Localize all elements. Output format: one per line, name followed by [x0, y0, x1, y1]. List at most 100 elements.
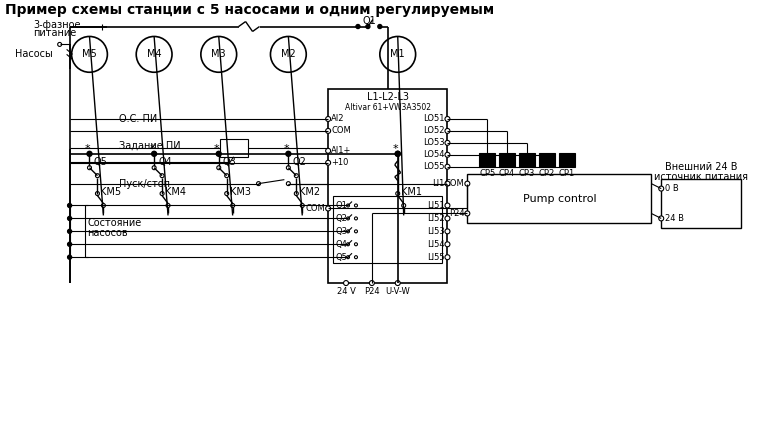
- Circle shape: [256, 182, 261, 186]
- Text: M4: M4: [147, 49, 161, 60]
- Text: Состояние: Состояние: [87, 219, 142, 228]
- Text: LI53: LI53: [427, 227, 444, 236]
- Text: LI51: LI51: [427, 201, 444, 210]
- Text: *: *: [393, 144, 399, 154]
- Circle shape: [395, 281, 400, 286]
- Text: *: *: [214, 144, 220, 154]
- Text: M5: M5: [82, 49, 97, 60]
- Circle shape: [346, 243, 349, 246]
- Text: L1-L2-L3: L1-L2-L3: [367, 92, 409, 102]
- Circle shape: [96, 174, 99, 178]
- Circle shape: [294, 191, 299, 195]
- Bar: [519, 153, 535, 167]
- Text: Задание ПИ: Задание ПИ: [119, 141, 181, 151]
- Circle shape: [445, 128, 450, 134]
- Text: LO54: LO54: [423, 150, 444, 159]
- Circle shape: [160, 174, 164, 178]
- Text: Q1: Q1: [363, 16, 377, 25]
- Circle shape: [67, 255, 71, 259]
- Text: Q3: Q3: [335, 227, 347, 236]
- Circle shape: [395, 151, 400, 156]
- Circle shape: [346, 204, 349, 207]
- Circle shape: [355, 243, 358, 246]
- Text: Пример схемы станции с 5 насосами и одним регулируемым: Пример схемы станции с 5 насосами и одни…: [5, 3, 494, 17]
- Text: Q4: Q4: [158, 157, 172, 167]
- Text: U-V-W: U-V-W: [385, 286, 410, 296]
- Text: KM3: KM3: [230, 187, 251, 197]
- Circle shape: [326, 128, 330, 134]
- Circle shape: [445, 181, 450, 186]
- Text: M3: M3: [211, 49, 226, 60]
- Text: COM: COM: [331, 127, 351, 135]
- Circle shape: [356, 25, 360, 28]
- Circle shape: [326, 117, 330, 121]
- Text: AI1+: AI1+: [331, 146, 352, 155]
- Circle shape: [355, 230, 358, 233]
- Text: CP2: CP2: [539, 169, 555, 178]
- Bar: [539, 153, 555, 167]
- Circle shape: [286, 151, 291, 156]
- Circle shape: [326, 148, 330, 153]
- Circle shape: [67, 216, 71, 220]
- Circle shape: [67, 204, 71, 208]
- Circle shape: [271, 36, 306, 72]
- Circle shape: [659, 216, 664, 221]
- Text: LI52: LI52: [427, 214, 444, 223]
- Circle shape: [287, 182, 290, 186]
- Circle shape: [326, 206, 330, 211]
- Text: 24 V: 24 V: [337, 286, 356, 296]
- Text: Q4: Q4: [335, 240, 347, 249]
- Circle shape: [343, 281, 349, 286]
- Text: Altivar 61+VW3A3502: Altivar 61+VW3A3502: [345, 102, 431, 112]
- Text: LO51: LO51: [423, 114, 444, 124]
- Text: M2: M2: [281, 49, 296, 60]
- Circle shape: [201, 36, 236, 72]
- Text: +10: +10: [331, 158, 349, 167]
- Circle shape: [402, 204, 406, 208]
- Circle shape: [136, 36, 172, 72]
- Text: P24: P24: [364, 286, 380, 296]
- Circle shape: [346, 217, 349, 220]
- Text: COM: COM: [445, 179, 465, 188]
- Text: CP3: CP3: [518, 169, 535, 178]
- Text: *: *: [85, 144, 90, 154]
- Text: источник питания: источник питания: [654, 172, 748, 182]
- Circle shape: [96, 191, 99, 195]
- Circle shape: [152, 151, 157, 156]
- Circle shape: [355, 256, 358, 259]
- Circle shape: [294, 174, 299, 178]
- Circle shape: [377, 25, 382, 28]
- Text: Q2: Q2: [293, 157, 306, 167]
- Text: *: *: [149, 144, 155, 154]
- Circle shape: [230, 204, 235, 208]
- Bar: [220, 139, 248, 157]
- Text: KM2: KM2: [299, 187, 321, 197]
- Circle shape: [369, 281, 374, 286]
- Text: LO52: LO52: [423, 127, 444, 135]
- Text: CP5: CP5: [479, 169, 495, 178]
- Text: Q3: Q3: [223, 157, 236, 167]
- Circle shape: [224, 174, 229, 178]
- Circle shape: [380, 36, 415, 72]
- Text: 3-фазное: 3-фазное: [33, 20, 80, 29]
- Bar: [328, 89, 447, 283]
- Circle shape: [355, 204, 358, 207]
- Text: Внешний 24 В: Внешний 24 В: [665, 162, 738, 172]
- Text: P24: P24: [449, 209, 465, 218]
- Text: Pump control: Pump control: [522, 194, 596, 204]
- Text: Насосы: Насосы: [15, 49, 52, 60]
- Bar: [479, 153, 495, 167]
- Text: LO55: LO55: [423, 162, 444, 171]
- Circle shape: [87, 166, 92, 170]
- Text: KM1: KM1: [401, 187, 421, 197]
- Circle shape: [67, 230, 71, 233]
- Text: 0 В: 0 В: [666, 184, 679, 193]
- Text: Пуск/стоп: Пуск/стоп: [119, 179, 171, 189]
- Text: Q5: Q5: [93, 157, 108, 167]
- Text: О.С. ПИ: О.С. ПИ: [119, 114, 158, 124]
- Text: LO53: LO53: [423, 138, 444, 147]
- Circle shape: [326, 160, 330, 165]
- Circle shape: [346, 230, 349, 233]
- Text: насосов: насосов: [87, 228, 128, 238]
- Text: COM: COM: [305, 204, 325, 213]
